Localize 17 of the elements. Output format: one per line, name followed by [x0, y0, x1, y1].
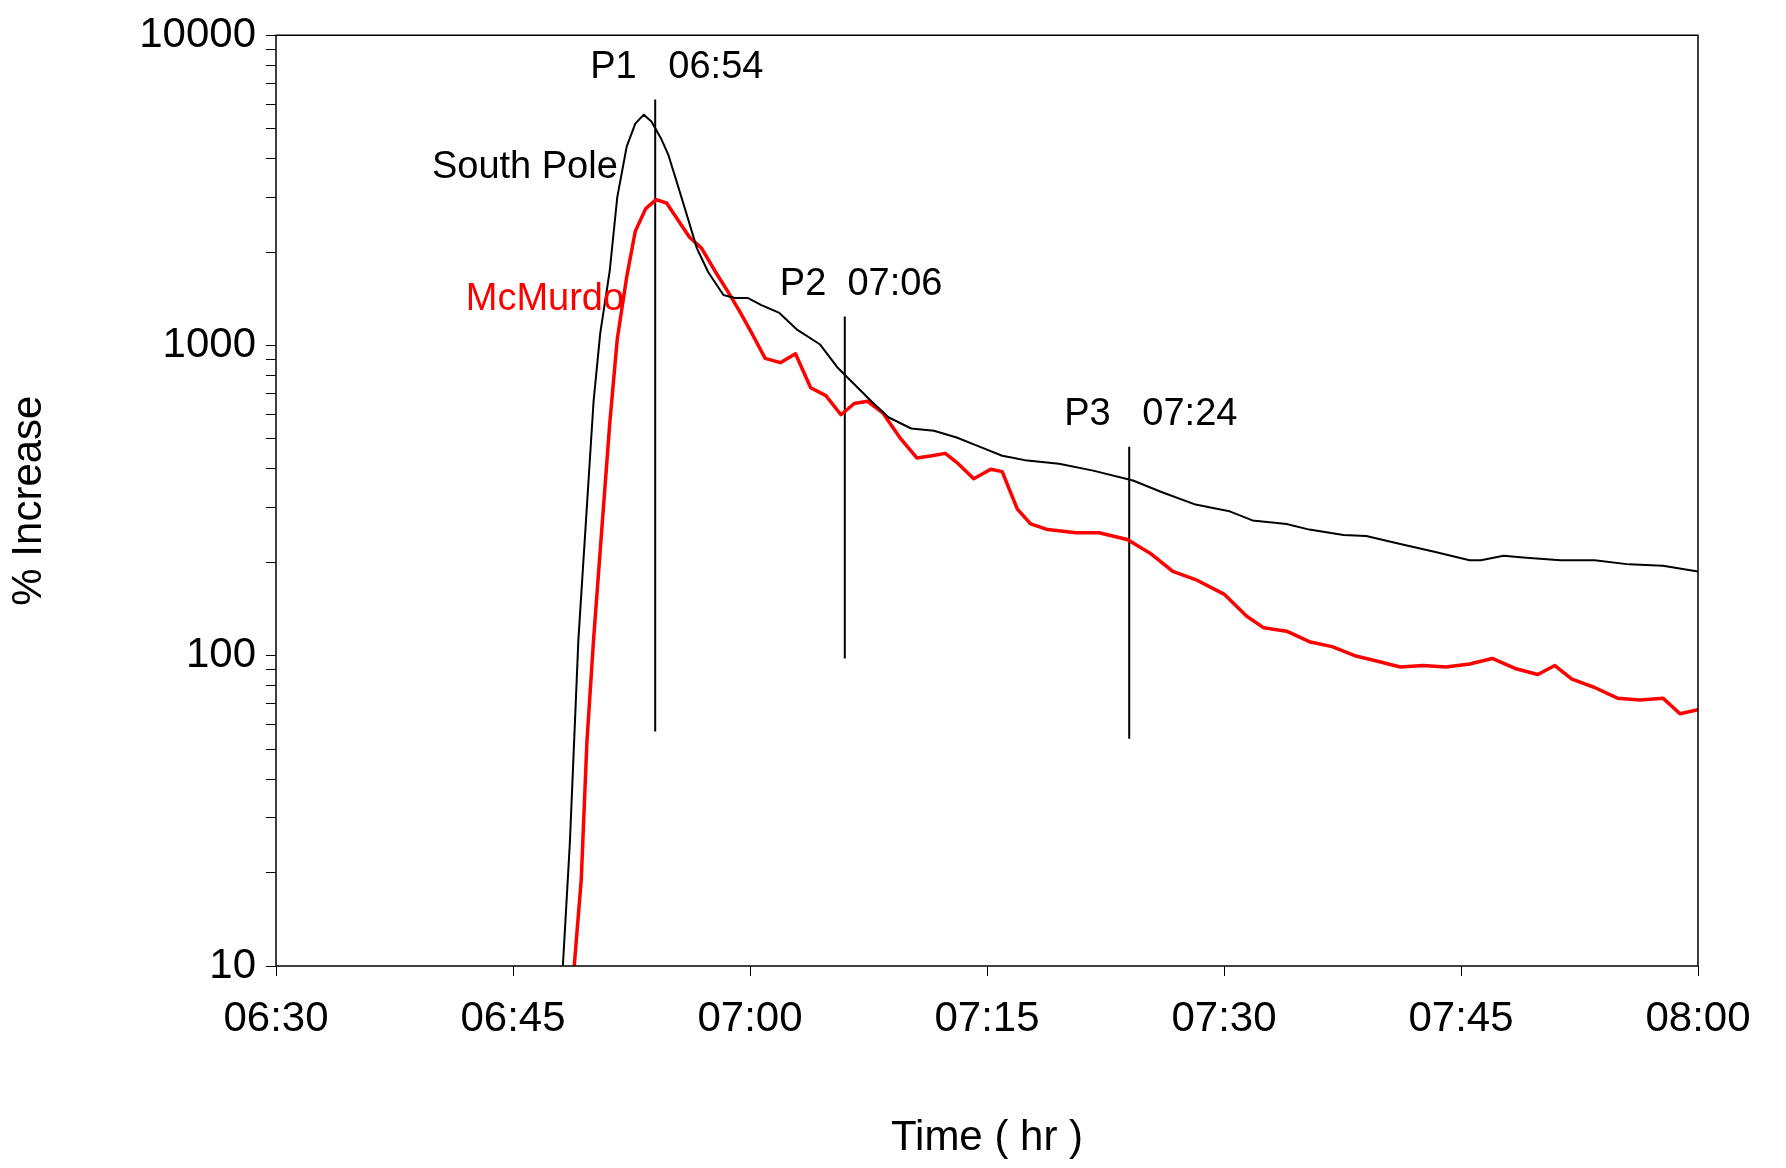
x-tick-label: 07:00 [697, 992, 803, 1040]
x-tick-label: 06:45 [460, 992, 566, 1040]
x-tick-label: 08:00 [1645, 992, 1751, 1040]
y-tick-label: 10000 [139, 8, 256, 56]
annotation: P1 06:54 [590, 44, 764, 87]
y-axis-title: % Increase [2, 395, 50, 606]
y-tick-label: 100 [185, 629, 256, 677]
y-tick-label: 10 [209, 939, 256, 987]
x-tick-label: 07:15 [934, 992, 1040, 1040]
x-tick-label: 07:30 [1171, 992, 1277, 1040]
x-tick-label: 07:45 [1408, 992, 1514, 1040]
x-axis-title: Time ( hr ) [890, 1112, 1084, 1160]
x-tick-label: 06:30 [223, 992, 329, 1040]
annotation: P3 07:24 [1064, 391, 1238, 434]
series-label: South Pole [431, 144, 618, 187]
annotation: P2 07:06 [779, 260, 943, 303]
y-tick-label: 1000 [162, 319, 256, 367]
